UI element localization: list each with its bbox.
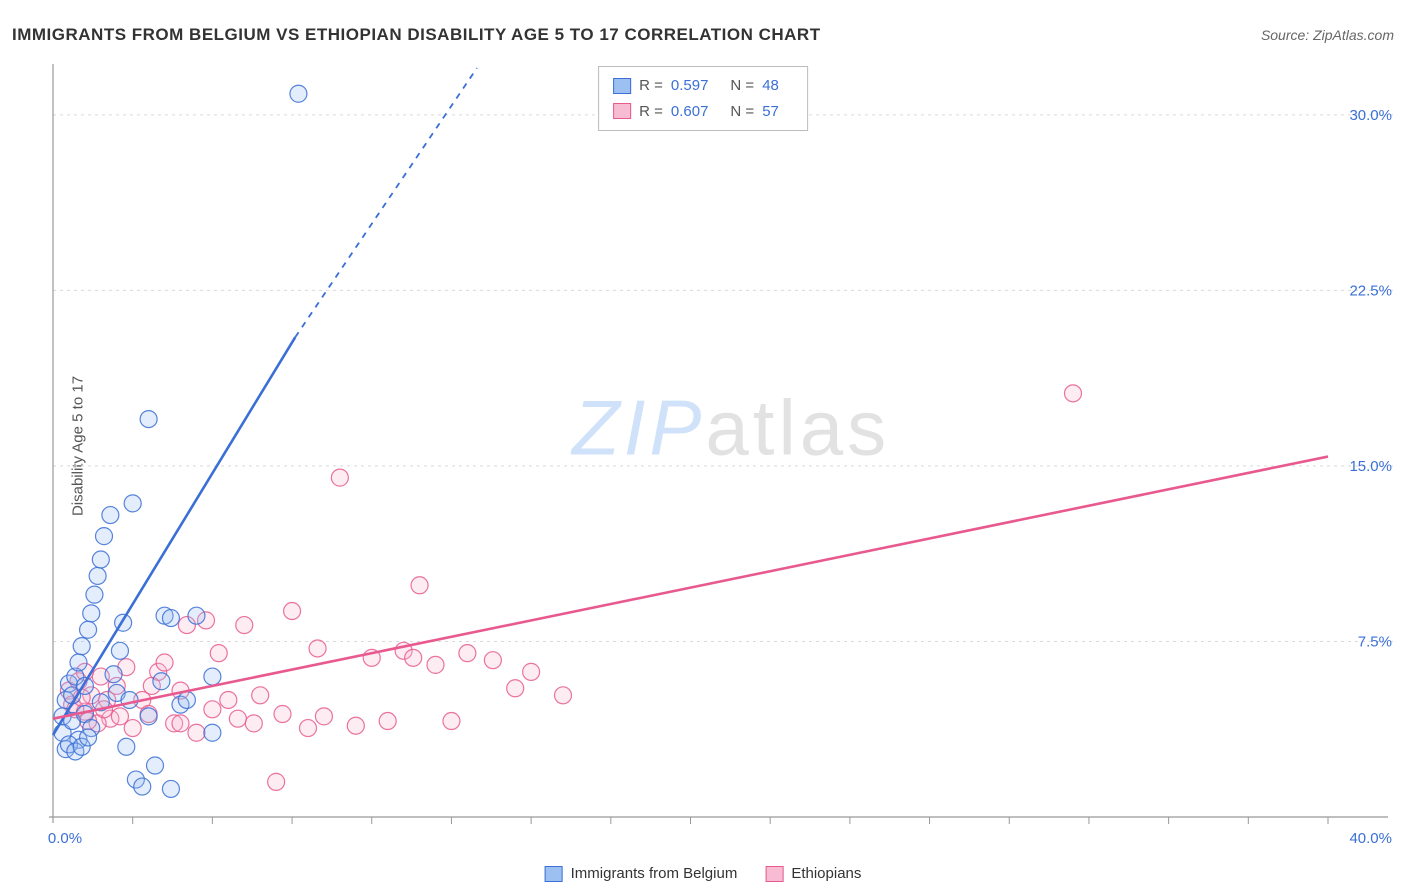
swatch-ethiopians (765, 866, 783, 882)
legend-item-ethiopians: Ethiopians (765, 865, 861, 882)
r-label: R = (639, 99, 663, 125)
svg-text:22.5%: 22.5% (1349, 282, 1392, 299)
chart-title: IMMIGRANTS FROM BELGIUM VS ETHIOPIAN DIS… (12, 25, 821, 45)
svg-text:0.0%: 0.0% (48, 830, 82, 847)
source-label: Source: ZipAtlas.com (1261, 27, 1394, 43)
stats-row-belgium: R = 0.597 N = 48 (613, 73, 793, 99)
n-label: N = (730, 73, 754, 99)
svg-text:15.0%: 15.0% (1349, 458, 1392, 475)
stats-legend: R = 0.597 N = 48 R = 0.607 N = 57 (598, 66, 808, 131)
swatch-belgium (613, 78, 631, 94)
stats-row-ethiopians: R = 0.607 N = 57 (613, 99, 793, 125)
n-value-ethiopians: 57 (762, 99, 779, 125)
n-value-belgium: 48 (762, 73, 779, 99)
swatch-ethiopians (613, 103, 631, 119)
svg-text:30.0%: 30.0% (1349, 107, 1392, 124)
legend-item-belgium: Immigrants from Belgium (545, 865, 738, 882)
r-value-ethiopians: 0.607 (671, 99, 709, 125)
r-label: R = (639, 73, 663, 99)
legend-label-belgium: Immigrants from Belgium (571, 865, 738, 882)
svg-text:7.5%: 7.5% (1358, 633, 1392, 650)
legend-label-ethiopians: Ethiopians (791, 865, 861, 882)
r-value-belgium: 0.597 (671, 73, 709, 99)
n-label: N = (730, 99, 754, 125)
swatch-belgium (545, 866, 563, 882)
svg-text:40.0%: 40.0% (1349, 830, 1392, 847)
scatter-plot: 7.5% 15.0% 22.5% 30.0% 0.0% 40.0% (45, 60, 1398, 852)
chart-header: IMMIGRANTS FROM BELGIUM VS ETHIOPIAN DIS… (12, 20, 1394, 50)
series-legend: Immigrants from Belgium Ethiopians (545, 865, 862, 882)
chart-area: 7.5% 15.0% 22.5% 30.0% 0.0% 40.0% (45, 60, 1398, 852)
